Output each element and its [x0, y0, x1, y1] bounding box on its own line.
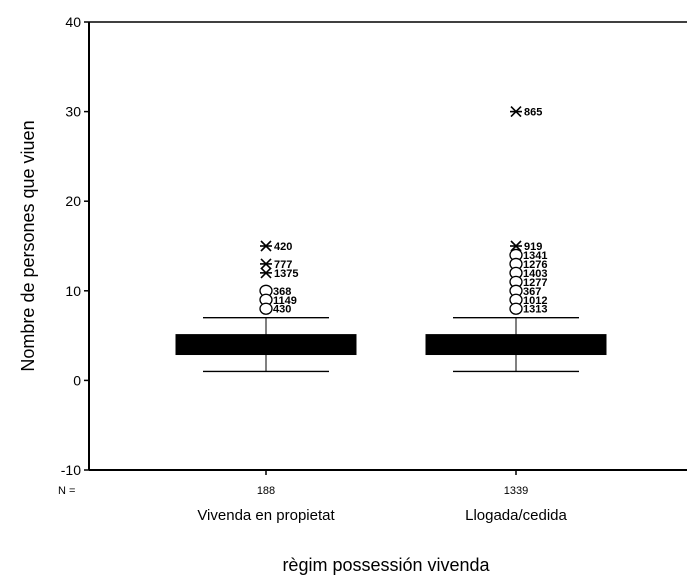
y-ticks: -10 0 10 20 30 40 [61, 14, 89, 478]
category-label: Vivenda en propietat [197, 507, 335, 524]
extreme-label: 777 [274, 259, 292, 271]
y-tick-label: 40 [65, 14, 81, 30]
outlier-label: 1149 [273, 295, 297, 307]
outlier-label: 1276 [523, 259, 547, 271]
outlier-label: 1403 [523, 268, 547, 280]
outlier-circle [509, 302, 523, 315]
outlier-label: 430 [273, 304, 291, 316]
y-tick-label: 20 [65, 193, 81, 209]
y-tick-label: 0 [73, 372, 81, 388]
n-label: N = [58, 485, 75, 497]
outlier-label: 1313 [523, 304, 547, 316]
extreme-label: 420 [274, 241, 292, 253]
n-count: 1339 [504, 485, 528, 497]
y-axis-label: Nombre de persones que viuen [18, 120, 38, 371]
outlier-label: 368 [273, 286, 291, 298]
outlier-label: 1341 [523, 250, 547, 262]
outlier-circle [259, 302, 273, 315]
y-tick-label: 30 [65, 104, 81, 120]
boxes: 188 Vivenda en propietat 1339 Llogada/cedid… [175, 317, 607, 524]
outlier-label: 367 [523, 286, 541, 298]
n-count: 188 [257, 485, 275, 497]
outlier-label: 1012 [523, 295, 547, 307]
extreme-label: 865 [524, 107, 542, 119]
outlier-label: 1277 [523, 277, 547, 289]
y-tick-label: -10 [61, 462, 81, 478]
extreme-label: 919 [524, 241, 542, 253]
axes [88, 21, 687, 471]
y-tick-label: 10 [65, 283, 81, 299]
x-axis-label: règim possessión vivenda [282, 555, 490, 575]
extreme-label: 1375 [274, 268, 298, 280]
category-label: Llogada/cedida [465, 507, 567, 524]
outlier-points: 3681149430420777137513411276140312773671… [259, 106, 547, 316]
